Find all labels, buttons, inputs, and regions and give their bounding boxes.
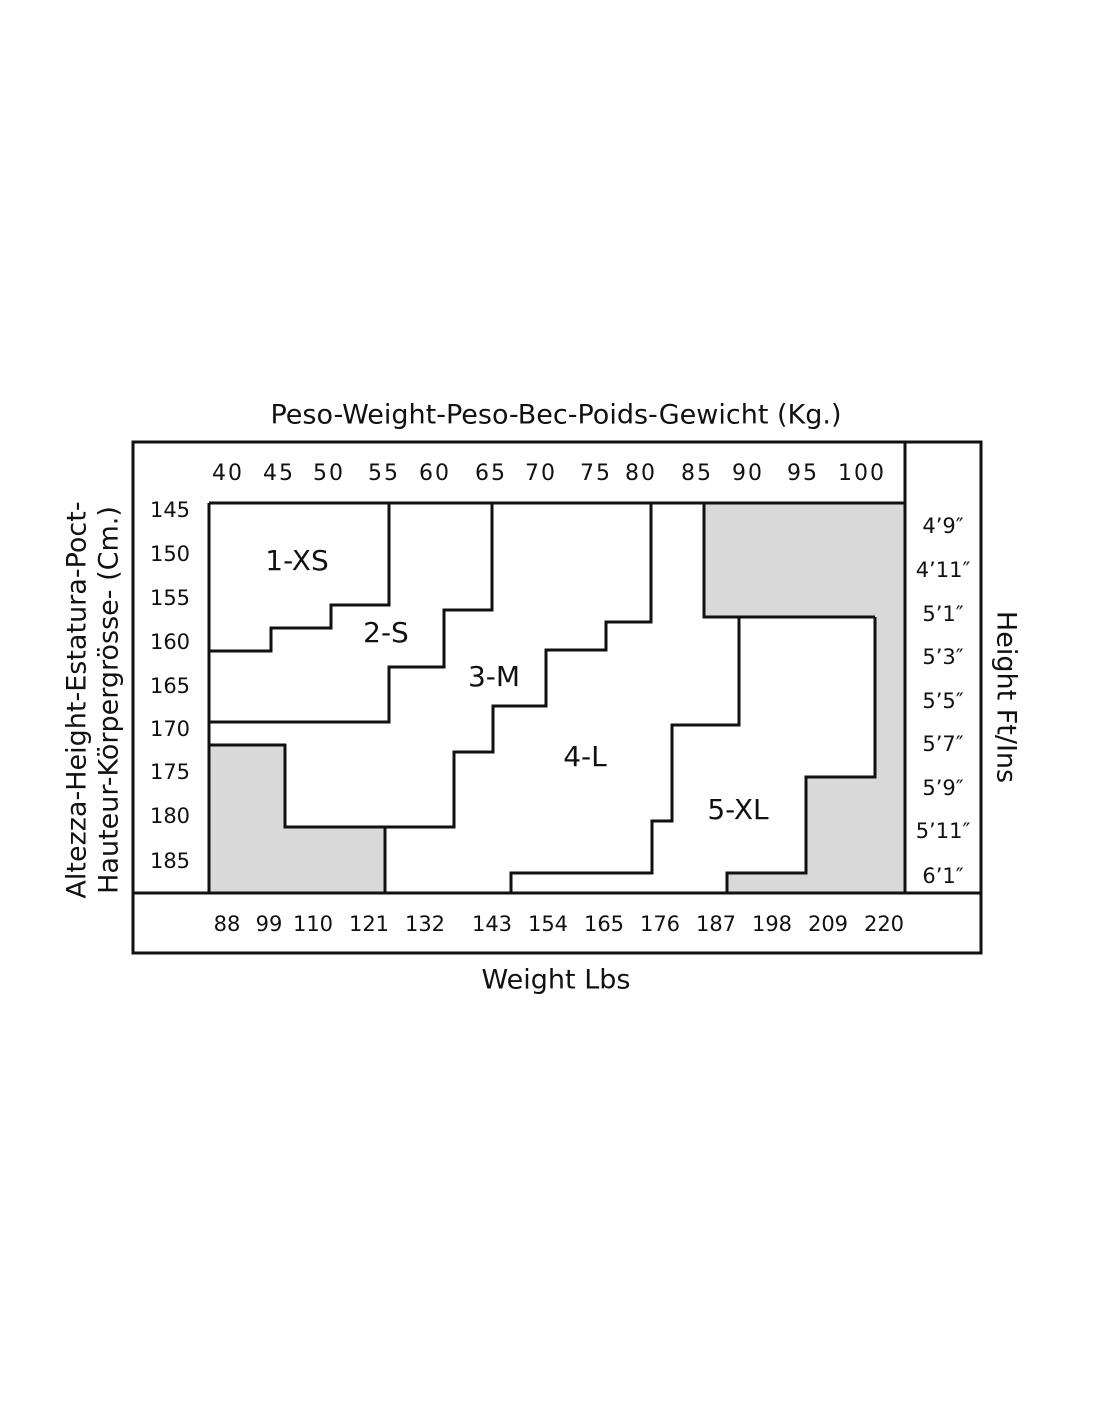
size-label: 5-XL	[707, 793, 769, 826]
shaded-region	[209, 745, 385, 893]
kg-label: 55	[368, 461, 400, 486]
y-left-title: Hauteur-Körpergrösse- (Cm.)	[94, 506, 125, 894]
kg-label: 60	[419, 461, 451, 486]
ft-label: 4’9″	[922, 514, 963, 538]
title: Peso-Weight-Peso-Bec-Poids-Gewicht (Kg.)	[270, 400, 841, 431]
cm-label: 180	[150, 804, 190, 828]
lbs-label: 110	[293, 912, 333, 936]
shaded-region	[704, 503, 905, 893]
cm-label: 155	[150, 586, 190, 610]
x-bottom-title: Weight Lbs	[482, 965, 631, 996]
kg-label: 95	[787, 461, 819, 486]
kg-label: 45	[263, 461, 295, 486]
cm-label: 145	[150, 498, 190, 522]
kg-label: 75	[580, 461, 612, 486]
lbs-label: 198	[752, 912, 792, 936]
lbs-label: 88	[214, 912, 241, 936]
kg-label: 65	[475, 461, 507, 486]
kg-label: 90	[732, 461, 764, 486]
cm-label: 150	[150, 542, 190, 566]
ft-label: 5’3″	[922, 645, 963, 669]
cm-label: 185	[150, 849, 190, 873]
ft-label: 5’1″	[922, 602, 963, 626]
lbs-label: 187	[696, 912, 736, 936]
cm-label: 165	[150, 674, 190, 698]
lbs-label: 121	[349, 912, 389, 936]
kg-label: 70	[525, 461, 557, 486]
size-label: 4-L	[563, 740, 607, 773]
y-left-title: Altezza-Height-Estatura-Poct-	[62, 501, 93, 898]
kg-label: 100	[838, 461, 886, 486]
ft-label: 4’11″	[916, 558, 971, 582]
kg-label: 85	[681, 461, 713, 486]
cm-label: 175	[150, 760, 190, 784]
ft-label: 5’9″	[922, 776, 963, 800]
kg-label: 80	[625, 461, 657, 486]
frame	[131, 440, 983, 955]
cm-label: 160	[150, 630, 190, 654]
lbs-label: 220	[864, 912, 904, 936]
y-right-title: Height Ft/Ins	[991, 611, 1022, 783]
size-label: 3-M	[468, 660, 520, 693]
kg-label: 50	[313, 461, 345, 486]
lbs-label: 99	[256, 912, 283, 936]
size-label: 2-S	[363, 616, 409, 649]
lbs-label: 143	[472, 912, 512, 936]
lbs-label: 132	[405, 912, 445, 936]
ft-label: 5’11″	[916, 819, 971, 843]
lbs-label: 165	[584, 912, 624, 936]
kg-label: 40	[212, 461, 244, 486]
ft-label: 5’7″	[922, 732, 963, 756]
grid-lines	[133, 442, 981, 895]
ft-label: 5’5″	[922, 689, 963, 713]
ft-label: 6’1″	[922, 864, 963, 888]
size-label: 1-XS	[265, 544, 328, 577]
lbs-label: 176	[640, 912, 680, 936]
lbs-label: 154	[528, 912, 568, 936]
cm-label: 170	[150, 717, 190, 741]
lbs-label: 209	[808, 912, 848, 936]
